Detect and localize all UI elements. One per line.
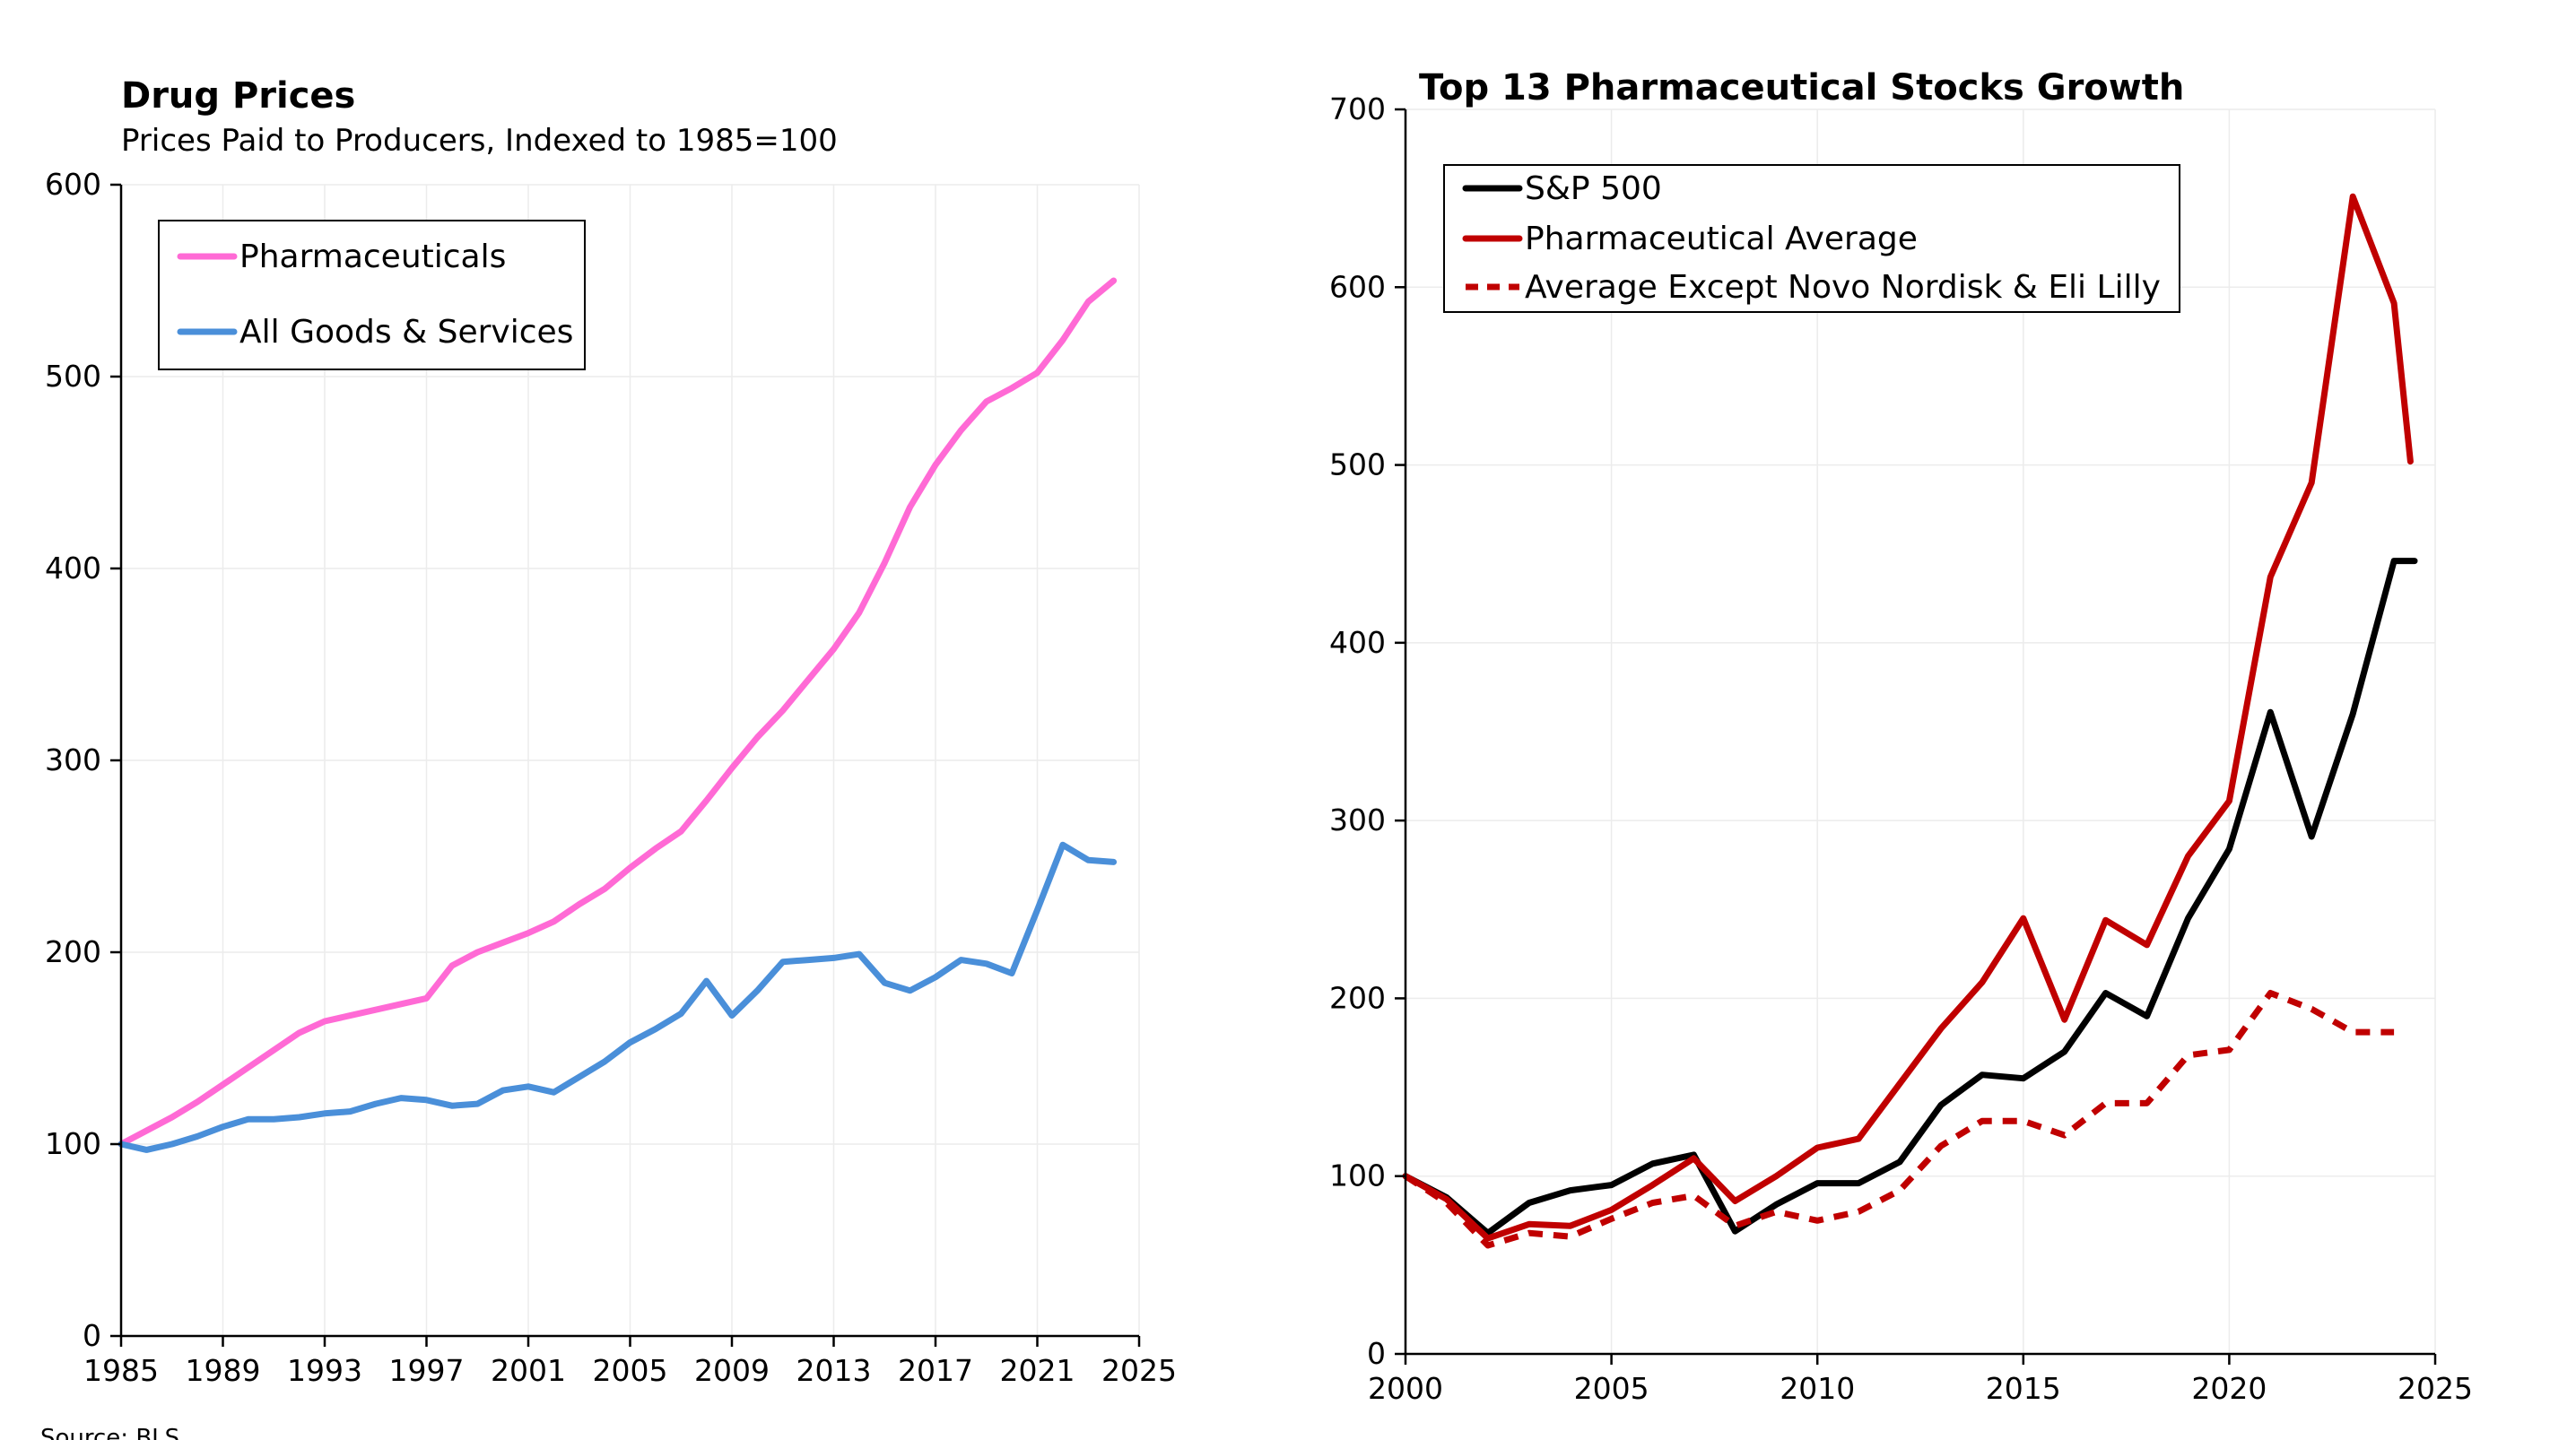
drug-prices-x-tick-label: 2021: [1000, 1353, 1075, 1388]
pharma-stocks-series: [1402, 193, 2418, 1249]
drug-prices-y-tick-label: 600: [45, 167, 101, 202]
drug-prices-y-tick-label: 300: [45, 742, 101, 777]
drug-prices-legend: Pharmaceuticals All Goods & Services: [158, 220, 586, 370]
pharma-stocks-title: Top 13 Pharmaceutical Stocks Growth: [1419, 67, 2184, 108]
drug-prices-y-tick-label: 0: [83, 1318, 101, 1353]
drug-prices-y-tick-label: 500: [45, 359, 101, 394]
pharma-stocks-legend-label: Pharmaceutical Average: [1525, 221, 1918, 257]
drug-prices-series-line-1: [117, 841, 1118, 1153]
pharma-stocks-legend-box: [1443, 164, 2180, 313]
drug-prices-legend-box: [158, 220, 586, 370]
pharma-stocks-y-tick-label: 400: [1329, 625, 1386, 660]
drug-prices-x-tick-label: 2017: [898, 1353, 973, 1388]
drug-prices-x-tick-label: 2025: [1101, 1353, 1177, 1388]
pharma-stocks-x-tick-label: 2010: [1780, 1371, 1855, 1406]
pharma-stocks-x-tick-label: 2000: [1368, 1371, 1443, 1406]
pharma-stocks-y-tick-label: 700: [1329, 91, 1386, 126]
pharma-stocks-y-tick-label: 0: [1367, 1336, 1386, 1371]
pharma-stocks-x-tick-label: 2025: [2398, 1371, 2473, 1406]
drug-prices-legend-label: All Goods & Services: [239, 314, 573, 351]
drug-prices-axes: 0 100 200 300 400 500 600 1985 1989 1993 1997 2001 2…: [45, 167, 1177, 1388]
drug-prices-title: Drug Prices: [121, 75, 355, 117]
drug-prices-series: [117, 277, 1118, 1153]
pharma-stocks-legend-label: S&P 500: [1525, 170, 1662, 207]
drug-prices-y-tick-label: 200: [45, 934, 101, 969]
drug-prices-x-tick-label: 1993: [287, 1353, 362, 1388]
drug-prices-subtitle: Prices Paid to Producers, Indexed to 198…: [121, 123, 838, 159]
pharma-stocks-series-line-2: [1404, 990, 2395, 1249]
drug-prices-x-tick-label: 1985: [83, 1353, 159, 1388]
pharma-stocks-x-tick-label: 2015: [1986, 1371, 2061, 1406]
drug-prices-grid: [121, 184, 1140, 1336]
pharma-stocks-legend: S&P 500 Pharmaceutical Average Average Exc…: [1443, 164, 2180, 313]
pharma-stocks-y-tick-label: 200: [1329, 980, 1386, 1015]
pharma-stocks-x-tick-label: 2020: [2191, 1371, 2267, 1406]
pharma-stocks-axes: 0 100 200 300 400 500 600 700 2000 2005 2010 2015 20…: [1329, 91, 2473, 1406]
pharma-stocks-series-line-1: [1402, 193, 2414, 1242]
pharma-stocks-y-tick-label: 100: [1329, 1158, 1386, 1193]
drug-prices-x-tick-label: 2009: [694, 1353, 770, 1388]
drug-prices-x-tick-label: 2001: [491, 1353, 566, 1388]
drug-prices-series-line-0: [117, 277, 1118, 1148]
drug-prices-x-tick-label: 1997: [389, 1353, 465, 1388]
drug-prices-y-tick-label: 400: [45, 551, 101, 586]
pharma-stocks-y-tick-label: 300: [1329, 802, 1386, 837]
drug-prices-x-tick-label: 2013: [796, 1353, 872, 1388]
pharma-stocks-x-tick-label: 2005: [1574, 1371, 1649, 1406]
drug-prices-x-tick-label: 2005: [593, 1353, 668, 1388]
pharma-stocks-y-tick-label: 600: [1329, 269, 1386, 304]
pharma-stocks-series-line-0: [1402, 558, 2418, 1236]
drug-prices-x-tick-label: 1989: [186, 1353, 261, 1388]
source-note: Source: BLS: [40, 1425, 179, 1440]
pharma-stocks-y-tick-label: 500: [1329, 447, 1386, 482]
drug-prices-y-tick-label: 100: [45, 1126, 101, 1161]
pharma-stocks-chart: Top 13 Pharmaceutical Stocks Growth 0 100…: [1329, 67, 2473, 1406]
pharma-stocks-legend-label: Average Except Novo Nordisk & Eli Lilly: [1525, 269, 2161, 306]
drug-prices-legend-label: Pharmaceuticals: [239, 239, 506, 275]
drug-prices-chart: Drug Prices Prices Paid to Producers, In…: [45, 75, 1177, 1388]
